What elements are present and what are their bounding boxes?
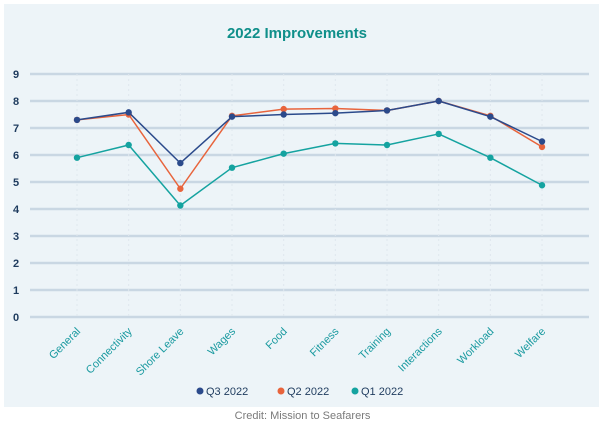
- x-tick-label: Shore Leave: [134, 326, 187, 379]
- legend-item-q3-2022[interactable]: Q3 2022: [196, 386, 249, 398]
- y-tick-label: 4: [13, 204, 20, 216]
- legend-item-q1-2022[interactable]: Q1 2022: [351, 386, 404, 398]
- x-tick-label: Fitness: [308, 325, 342, 359]
- data-point[interactable]: [280, 111, 287, 118]
- series-line-q3-2022: [76, 100, 543, 164]
- data-point[interactable]: [280, 150, 287, 157]
- data-point[interactable]: [228, 164, 236, 171]
- data-point[interactable]: [538, 182, 546, 189]
- data-point[interactable]: [383, 107, 391, 114]
- data-point[interactable]: [487, 113, 494, 120]
- line-chart: 2022 Improvements 0 1 2 3 4 5 6 7 8 9 General Conn…: [13, 25, 589, 398]
- data-point[interactable]: [487, 154, 494, 161]
- data-point[interactable]: [383, 141, 391, 149]
- data-point[interactable]: [125, 141, 132, 149]
- data-point[interactable]: [177, 185, 184, 192]
- legend: Q3 2022 Q2 2022 Q1 2022: [196, 386, 404, 398]
- legend-marker: [196, 387, 204, 395]
- y-tick-label: 0: [13, 312, 19, 324]
- x-axis-ticks: General Connectivity Shore Leave Wages Food F…: [47, 325, 548, 378]
- data-point[interactable]: [228, 113, 236, 120]
- x-tick-label: Food: [264, 326, 290, 352]
- data-point[interactable]: [332, 109, 339, 117]
- data-point[interactable]: [177, 202, 184, 209]
- x-tick-label: Workload: [455, 326, 496, 367]
- series-q1-2022: [73, 130, 546, 209]
- series-layer: [73, 97, 546, 209]
- y-tick-label: 3: [13, 231, 19, 243]
- data-point[interactable]: [332, 105, 339, 112]
- y-tick-label: 5: [13, 177, 19, 189]
- x-tick-label: Connectivity: [84, 325, 135, 376]
- series-line-q1-2022: [76, 133, 543, 207]
- y-tick-label: 9: [13, 69, 19, 81]
- x-tick-label: Wages: [206, 325, 239, 358]
- y-tick-label: 2: [13, 258, 19, 270]
- y-tick-label: 6: [13, 150, 19, 162]
- x-tick-label: Training: [357, 326, 393, 362]
- legend-marker: [351, 387, 359, 395]
- data-point[interactable]: [73, 116, 81, 124]
- y-tick-label: 1: [13, 285, 19, 297]
- x-tick-label: Interactions: [396, 325, 445, 374]
- data-point[interactable]: [435, 97, 442, 105]
- data-point[interactable]: [435, 130, 442, 138]
- x-tick-label: Welfare: [513, 326, 548, 361]
- series-q3-2022: [73, 97, 546, 167]
- credit-caption: Credit: Mission to Seafarers: [234, 410, 371, 422]
- y-tick-label: 8: [13, 96, 19, 108]
- data-point[interactable]: [125, 109, 132, 116]
- data-point[interactable]: [280, 105, 287, 113]
- chart-panel: 2022 Improvements 0 1 2 3 4 5 6 7 8 9 General Conn…: [4, 4, 599, 407]
- x-tick-label: General: [47, 326, 83, 362]
- data-point[interactable]: [538, 143, 546, 151]
- grid-layer: [30, 72, 589, 319]
- data-point[interactable]: [177, 159, 184, 167]
- y-axis-ticks: 0 1 2 3 4 5 6 7 8 9: [13, 69, 20, 324]
- y-tick-label: 7: [13, 123, 19, 135]
- data-point[interactable]: [332, 140, 339, 147]
- data-point[interactable]: [538, 138, 546, 145]
- legend-label: Q2 2022: [287, 386, 329, 398]
- chart-title: 2022 Improvements: [227, 25, 367, 42]
- legend-label: Q3 2022: [206, 386, 248, 398]
- legend-item-q2-2022[interactable]: Q2 2022: [277, 386, 330, 398]
- data-point[interactable]: [73, 154, 81, 161]
- legend-marker: [277, 387, 285, 395]
- legend-label: Q1 2022: [361, 386, 403, 398]
